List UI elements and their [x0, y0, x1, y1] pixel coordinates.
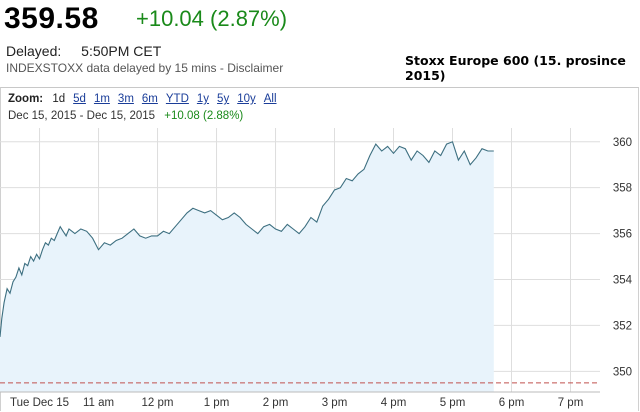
- date-range: Dec 15, 2015 - Dec 15, 2015 +10.08 (2.88…: [8, 110, 243, 122]
- zoom-option-1d[interactable]: 1d: [52, 93, 66, 105]
- delayed-label: Delayed:: [6, 43, 62, 59]
- zoom-option-10y[interactable]: 10y: [237, 93, 256, 105]
- range-start: Dec 15, 2015: [8, 110, 77, 122]
- chart-panel: [0, 87, 639, 411]
- area-layer: [0, 141, 600, 392]
- x-tick-label-3: 1 pm: [204, 397, 230, 409]
- axis-layer: 350 352 354 356 358 360 Tue Dec 15 11 am 12 pm 1 …: [0, 137, 633, 409]
- y-tick-label-358: 358: [613, 183, 632, 195]
- zoom-option-6m[interactable]: 6m: [141, 93, 158, 105]
- zoom-bar: Zoom: 1d 5d 1m 3m 6m YTD 1y 5y 10y All: [8, 93, 285, 105]
- x-tick-label-5: 3 pm: [322, 397, 348, 409]
- y-tick-label-360: 360: [613, 137, 632, 149]
- delayed-status: Delayed: 5:50PM CET: [6, 43, 161, 59]
- x-tick-label-9: 7 pm: [558, 397, 584, 409]
- zoom-option-1m[interactable]: 1m: [93, 93, 110, 105]
- x-tick-label-7: 5 pm: [440, 397, 466, 409]
- y-tick-label-352: 352: [613, 320, 632, 332]
- x-tick-label-0: Tue Dec 15: [10, 397, 69, 409]
- zoom-option-3m[interactable]: 3m: [117, 93, 134, 105]
- x-tick-label-4: 2 pm: [263, 397, 289, 409]
- zoom-option-5y[interactable]: 5y: [217, 93, 230, 105]
- price-line: [0, 141, 494, 337]
- chart-title: Stoxx Europe 600 (15. prosince 2015): [405, 53, 626, 83]
- x-tick-label-1: 11 am: [83, 397, 114, 409]
- range-change: +10.08 (2.88%): [164, 110, 244, 122]
- zoom-option-all[interactable]: All: [263, 93, 277, 105]
- last-price: 359.58: [4, 2, 99, 35]
- y-tick-label-354: 354: [613, 275, 633, 287]
- data-disclaimer: INDEXSTOXX data delayed by 15 mins - Dis…: [6, 61, 284, 75]
- zoom-option-1y[interactable]: 1y: [196, 93, 210, 105]
- zoom-option-ytd[interactable]: YTD: [165, 93, 189, 105]
- range-separator: -: [79, 110, 84, 122]
- zoom-option-5d[interactable]: 5d: [73, 93, 86, 105]
- y-tick-label-350: 350: [613, 366, 632, 378]
- price-change: +10.04 (2.87%): [136, 6, 288, 31]
- zoom-options: 1d 5d 1m 3m 6m YTD 1y 5y 10y All: [52, 93, 284, 105]
- x-tick-label-8: 6 pm: [499, 397, 525, 409]
- zoom-label: Zoom:: [8, 93, 44, 105]
- price-area-fill: [0, 141, 494, 392]
- y-tick-label-356: 356: [613, 229, 632, 241]
- delayed-time: 5:50PM CET: [81, 43, 162, 59]
- x-tick-label-6: 4 pm: [381, 397, 407, 409]
- x-tick-label-2: 12 pm: [142, 397, 174, 409]
- range-end: Dec 15, 2015: [86, 110, 156, 122]
